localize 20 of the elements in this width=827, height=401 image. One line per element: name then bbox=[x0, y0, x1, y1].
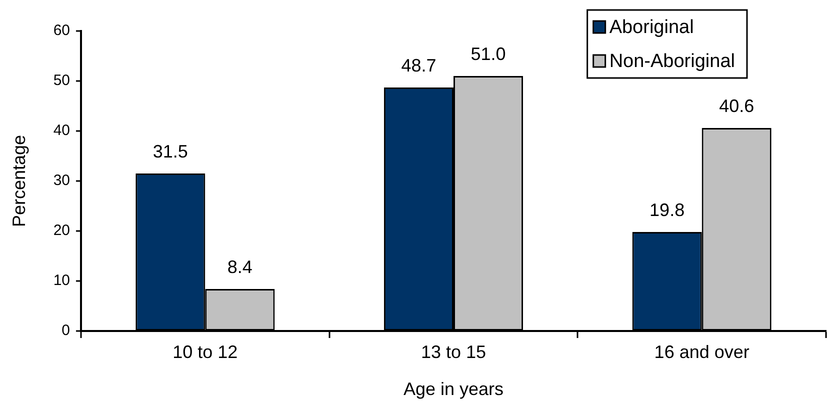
data-label: 19.8 bbox=[650, 200, 685, 220]
y-tick-label: 0 bbox=[62, 322, 70, 340]
data-label: 51.0 bbox=[470, 44, 506, 64]
data-label: 48.7 bbox=[401, 55, 436, 76]
data-label: 40.6 bbox=[719, 96, 754, 116]
data-label: 8.4 bbox=[227, 256, 252, 277]
y-axis-title: Percentage bbox=[8, 134, 29, 228]
x-tick-label: 13 to 15 bbox=[420, 342, 486, 362]
data-label: 31.5 bbox=[152, 141, 188, 162]
x-tick-label: 16 and over bbox=[654, 342, 750, 362]
y-tick-label: 40 bbox=[53, 122, 70, 140]
y-tick-label: 30 bbox=[53, 172, 70, 190]
x-tick-label: 10 to 12 bbox=[172, 342, 238, 362]
x-axis-title: Age in years bbox=[403, 379, 504, 400]
y-tick-label: 60 bbox=[53, 22, 70, 40]
y-tick-label: 10 bbox=[53, 272, 70, 290]
legend-label: Aboriginal bbox=[609, 17, 694, 38]
y-tick-label: 50 bbox=[53, 72, 70, 90]
legend-label: Non-Aboriginal bbox=[609, 51, 736, 72]
y-tick-label: 20 bbox=[53, 222, 70, 240]
